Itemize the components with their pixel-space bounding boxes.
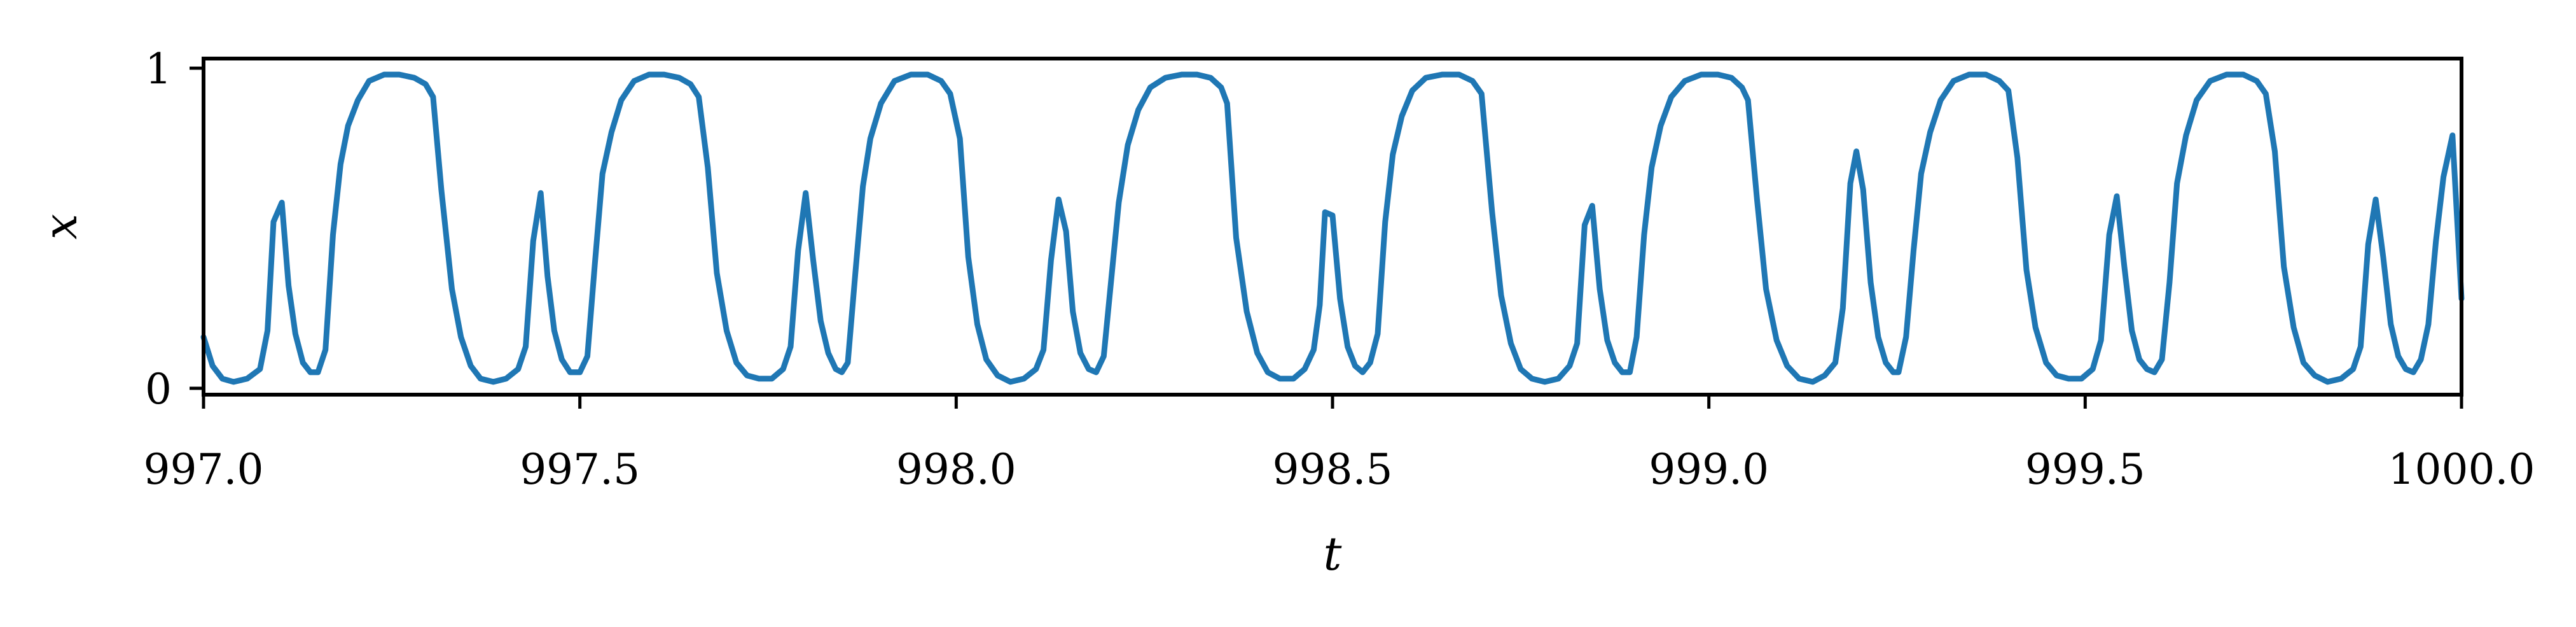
plot-area: [200, 57, 2465, 397]
x-tick-label: 998.0: [896, 445, 1016, 494]
series-line: [200, 71, 2465, 385]
y-tick-label: 0: [145, 365, 172, 414]
x-tick-label: 997.0: [144, 445, 264, 494]
x-tick-label: 1000.0: [2388, 445, 2535, 494]
x-tick-label: 999.0: [1649, 445, 1769, 494]
y-axis-label: x: [34, 214, 87, 240]
x-axis-label: t: [1324, 527, 1343, 581]
x-tick-label: 998.5: [1273, 445, 1393, 494]
y-tick-label: 1: [145, 45, 172, 94]
y-axis-ticks: 01: [145, 45, 204, 414]
x-axis-ticks: 997.0 997.5 998.0 998.5 999.0 999.5 1000.0: [144, 395, 2535, 494]
x-tick-label: 997.5: [520, 445, 640, 494]
x-tick-label: 999.5: [2025, 445, 2145, 494]
